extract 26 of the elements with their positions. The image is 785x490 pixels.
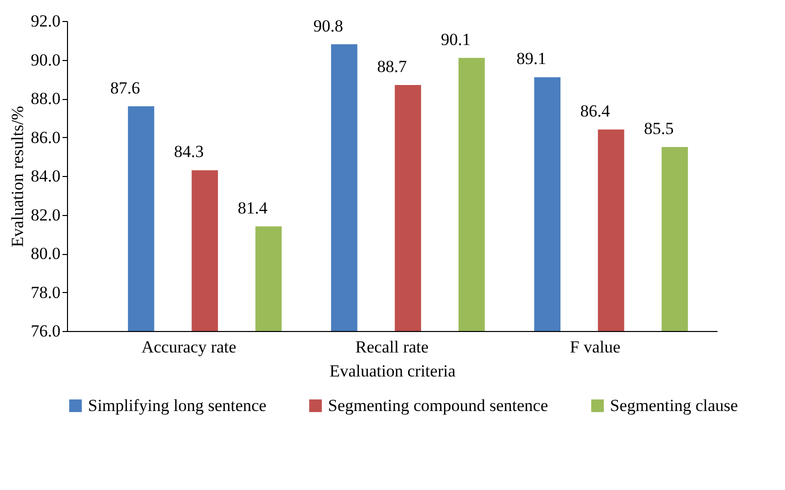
x-tick-label: Recall rate [355,338,429,356]
data-label: 89.1 [516,49,546,68]
y-tick-label: 78.0 [30,282,60,302]
y-axis-title: Evaluation results/% [8,106,27,248]
data-label: 88.7 [377,56,408,76]
data-label: 90.8 [313,16,344,36]
legend-label: Segmenting clause [610,396,738,415]
y-tick-label: 76.0 [30,322,60,340]
y-tick-label: 90.0 [30,50,60,70]
data-label: 84.3 [174,142,204,162]
data-label: 86.4 [580,102,610,120]
y-tick-label: 82.0 [30,205,60,224]
data-label: 85.5 [644,118,674,138]
data-label: 90.1 [440,30,471,49]
y-tick-label: 80.0 [30,244,60,263]
x-tick-label: F value [570,338,620,356]
data-label: 87.6 [110,78,140,98]
y-tick-label: 86.0 [30,128,60,147]
data-label: 81.4 [238,198,268,218]
y-tick-label: 84.0 [30,166,60,186]
legend-label: Simplifying long sentence [88,396,266,415]
x-axis-title: Evaluation criteria [329,362,456,380]
y-tick-label: 88.0 [30,89,60,108]
x-tick-label: Accuracy rate [141,338,236,356]
y-tick-label: 92.0 [30,12,60,30]
legend-label: Segmenting compound sentence [328,396,548,415]
